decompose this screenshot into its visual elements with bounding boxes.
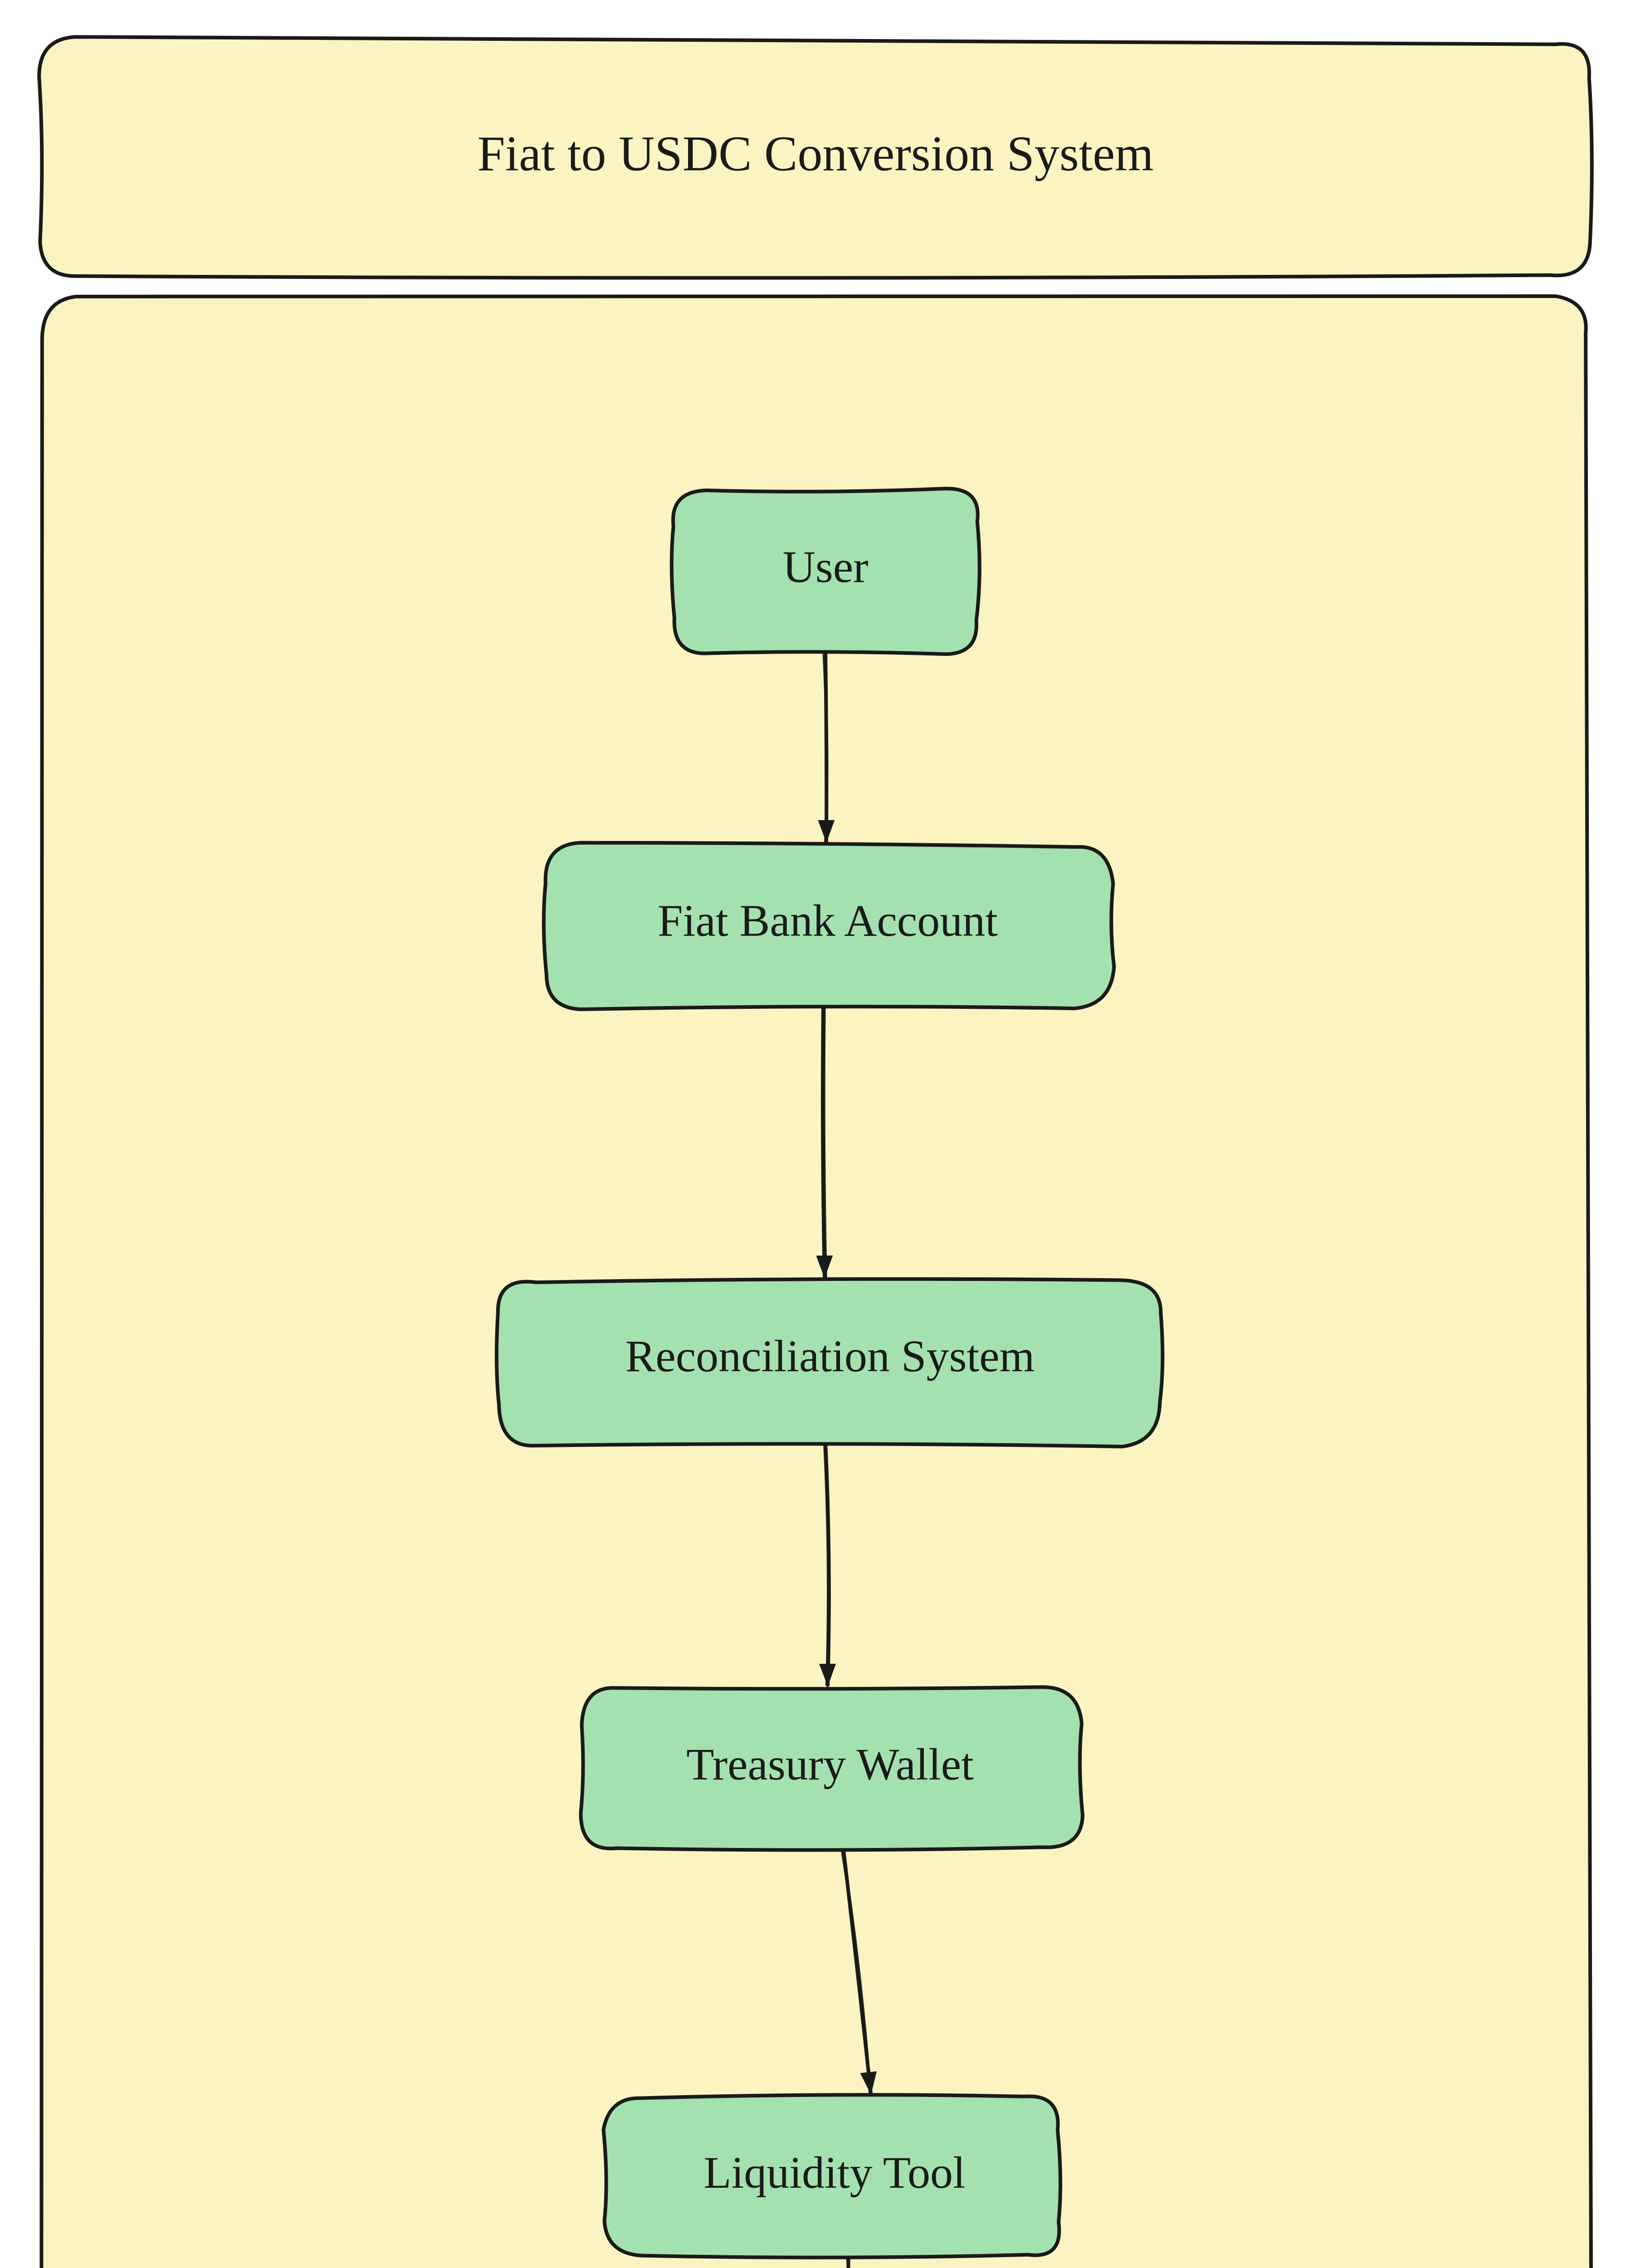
node-user: User xyxy=(672,489,980,654)
flowchart-canvas: Fiat to USDC Conversion System User Fiat B… xyxy=(0,0,1631,2268)
node-fiat-label: Fiat Bank Account xyxy=(658,895,998,946)
node-recon-label: Reconciliation System xyxy=(625,1331,1035,1381)
node-liq: Liquidity Tool xyxy=(604,2095,1060,2258)
node-treas-label: Treasury Wallet xyxy=(686,1739,974,1789)
node-treas: Treasury Wallet xyxy=(581,1687,1083,1850)
node-recon: Reconciliation System xyxy=(497,1279,1162,1447)
node-user-label: User xyxy=(783,542,869,592)
node-liq-label: Liquidity Tool xyxy=(703,2147,965,2198)
node-fiat: Fiat Bank Account xyxy=(544,843,1114,1009)
edge-fiat-to-recon xyxy=(823,1006,825,1277)
diagram-title: Fiat to USDC Conversion System xyxy=(477,126,1153,181)
